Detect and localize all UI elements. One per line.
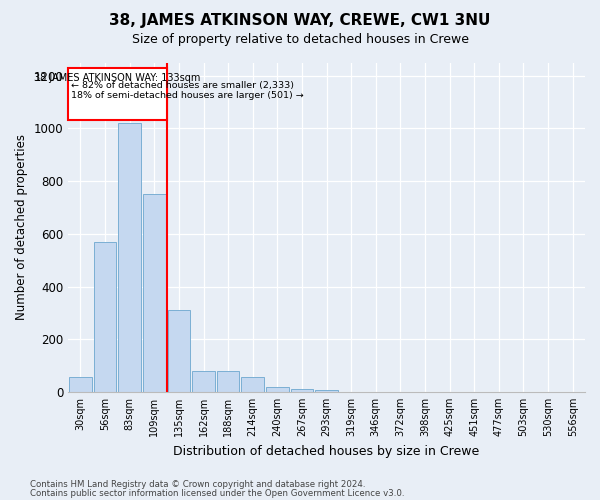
Text: 38 JAMES ATKINSON WAY: 133sqm: 38 JAMES ATKINSON WAY: 133sqm (34, 72, 200, 83)
Bar (266, 386, 289, 392)
Text: 38, JAMES ATKINSON WAY, CREWE, CW1 3NU: 38, JAMES ATKINSON WAY, CREWE, CW1 3NU (109, 12, 491, 28)
Text: Contains public sector information licensed under the Open Government Licence v3: Contains public sector information licen… (30, 489, 404, 498)
Bar (315, 390, 338, 392)
FancyBboxPatch shape (68, 68, 167, 120)
Bar (167, 310, 190, 392)
Bar (118, 123, 141, 392)
Bar (290, 389, 313, 392)
Text: 18% of semi-detached houses are larger (501) →: 18% of semi-detached houses are larger (… (71, 91, 304, 100)
X-axis label: Distribution of detached houses by size in Crewe: Distribution of detached houses by size … (173, 444, 480, 458)
Text: ← 82% of detached houses are smaller (2,333): ← 82% of detached houses are smaller (2,… (71, 82, 293, 90)
Text: Contains HM Land Registry data © Crown copyright and database right 2024.: Contains HM Land Registry data © Crown c… (30, 480, 365, 489)
Bar (241, 378, 264, 392)
Bar (69, 378, 92, 392)
Text: Size of property relative to detached houses in Crewe: Size of property relative to detached ho… (131, 32, 469, 46)
Y-axis label: Number of detached properties: Number of detached properties (15, 134, 28, 320)
Bar (143, 194, 166, 392)
Bar (217, 371, 239, 392)
Bar (94, 242, 116, 392)
Bar (192, 371, 215, 392)
